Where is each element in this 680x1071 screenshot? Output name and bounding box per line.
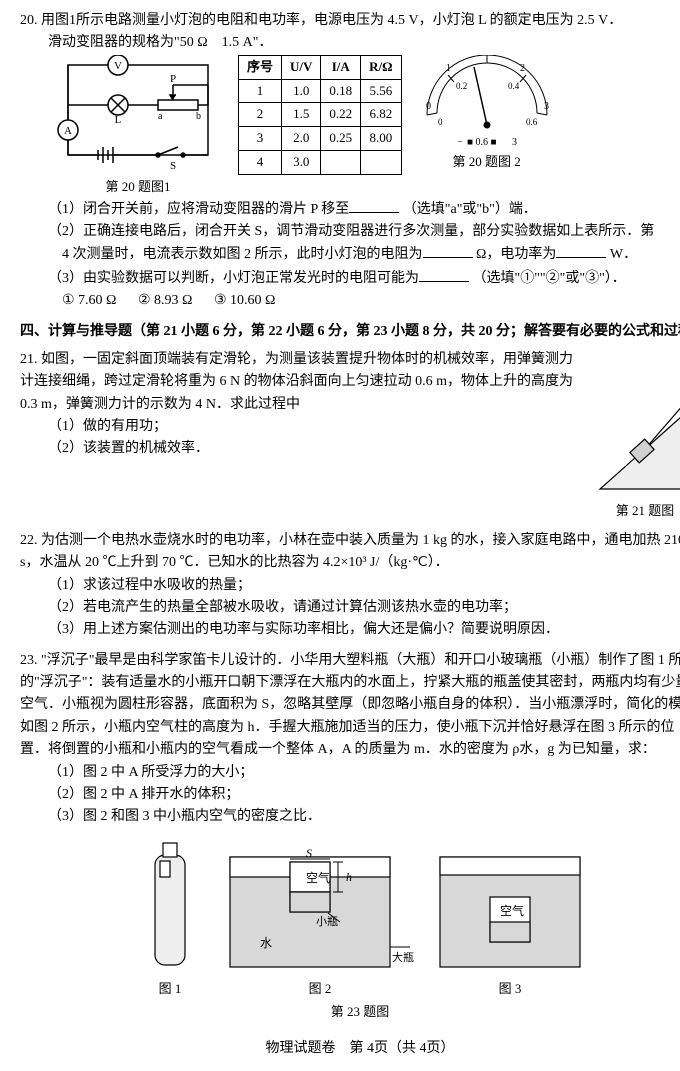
q20-sub2-line2: 4 次测量时，电流表示数如图 2 所示，此时小灯泡的电阻为 Ω，电功率为 W． [20,243,680,266]
q23-fig2: 空气 S h 小瓶 水 大瓶 图 2 [220,837,420,1000]
opt1: ① 7.60 Ω [62,293,116,308]
q21-s2: （2）该装置的机械效率． [20,438,680,460]
question-22: 22. 为估测一个电热水壶烧水时的电功率，小林在壶中装入质量为 1 kg 的水，… [20,530,680,642]
q20-fig1-caption: 第 20 题图1 [105,177,170,198]
svg-text:A: A [64,125,72,137]
page-footer: 物理试题卷 第 4页（共 4页） [20,1038,680,1060]
svg-text:S: S [170,160,176,172]
th: R/Ω [361,55,401,79]
svg-text:0.4: 0.4 [508,81,520,91]
q21-s1: （1）做的有用功； [20,416,680,438]
q22-s2: （2）若电流产生的热量全部被水吸收，请通过计算估测该热水壶的电功率； [20,597,680,619]
q23-s3: （3）图 2 和图 3 中小瓶内空气的密度之比． [20,806,680,828]
q20-text-a: 用图1所示电路测量小灯泡的电阻和电功率，电源电压为 4.5 V，小灯泡 L 的额… [41,13,622,28]
question-23: 23. "浮沉子"最早是由科学家笛卡儿设计的．小华用大塑料瓶（大瓶）和开口小玻璃… [20,650,680,1023]
q22-s1: （1）求该过程中水吸收的热量； [20,575,680,597]
q22-s3: （3）用上述方案估测出的电功率与实际功率相比，偏大还是偏小？简要说明原因． [20,619,680,641]
th: I/A [321,55,361,79]
svg-text:0: 0 [426,101,431,112]
q20-fig1-col: V A L P a b S 第 20 题图1 [48,55,228,198]
svg-text:■ 0.6 ■: ■ 0.6 ■ [467,137,497,148]
q22-number: 22. [20,533,38,548]
q23-number: 23. [20,653,38,668]
incline-diagram [590,349,680,499]
svg-text:0: 0 [438,117,443,127]
opt3: ③ 10.60 Ω [214,293,275,308]
q20-text-b: 滑动变阻器的规格为"50 Ω 1.5 A"． [20,32,680,54]
opt2: ② 8.93 Ω [138,293,192,308]
q23-fig3: 空气 图 3 [430,837,590,1000]
q21-figure: 第 21 题图 [590,349,680,522]
q23-c2: 图 2 [309,979,332,1000]
q23-c3: 图 3 [499,979,522,1000]
svg-text:2: 2 [520,63,525,74]
q20-sub1: （1）闭合开关前，应将滑动变阻器的滑片 P 移至 （选填"a"或"b"）端． [20,198,680,221]
q21-text: 如图，一固定斜面顶端装有定滑轮，为测量该装置提升物体时的机械效率，用弹簧测力计连… [20,352,573,412]
q20-figure-row: V A L P a b S 第 20 题图1 序号 U/V I/A R/Ω 11… [20,55,680,198]
q20-fig2-caption: 第 20 题图 2 [452,152,520,173]
svg-text:0.2: 0.2 [456,81,467,91]
q20-number: 20. [20,13,38,28]
th: U/V [282,55,321,79]
q23-s2: （2）图 2 中 A 排开水的体积； [20,784,680,806]
svg-text:L: L [115,114,122,126]
svg-text:−: − [457,137,463,148]
blank[interactable] [349,198,399,213]
svg-text:P: P [170,73,176,85]
svg-text:大瓶: 大瓶 [392,950,414,964]
th: 序号 [239,55,282,79]
svg-text:V: V [114,60,122,72]
q23-figures-row: 图 1 空气 S h 小瓶 [20,837,680,1000]
question-21: 第 21 题图 21. 如图，一固定斜面顶端装有定滑轮，为测量该装置提升物体时的… [20,349,680,522]
svg-text:小瓶: 小瓶 [316,914,338,928]
question-20: 20. 用图1所示电路测量小灯泡的电阻和电功率，电源电压为 4.5 V，小灯泡 … [20,10,680,313]
q21-caption: 第 21 题图 [616,501,675,522]
svg-text:h: h [346,870,352,884]
q23-c1: 图 1 [159,979,182,1000]
svg-text:0.6: 0.6 [526,117,538,127]
q23-caption: 第 23 题图 [20,1002,680,1023]
svg-text:空气: 空气 [306,870,330,885]
section-4-title: 四、计算与推导题（第 21 小题 6 分，第 22 小题 6 分，第 23 小题… [20,321,680,343]
svg-text:空气: 空气 [500,903,524,918]
q21-number: 21. [20,352,38,367]
q20-data-table: 序号 U/V I/A R/Ω 11.00.185.56 21.50.226.82… [238,55,402,175]
q20-sub3: （3）由实验数据可以判断，小灯泡正常发光时的电阻可能为 （选填"①""②"或"③… [20,267,680,290]
q20-fig2-col: 0 1 2 3 0 0.2 0.4 0.6 ■ 0.6 ■ 3 − 第 20 题… [412,55,562,173]
svg-text:水: 水 [260,936,272,950]
q20-table-col: 序号 U/V I/A R/Ω 11.00.185.56 21.50.226.82… [238,55,402,175]
circuit-diagram: V A L P a b S [48,55,228,175]
svg-text:a: a [158,111,163,122]
q20-sub2: （2）正确连接电路后，闭合开关 S，调节滑动变阻器进行多次测量，部分实验数据如上… [20,221,680,243]
svg-text:3: 3 [512,137,517,148]
svg-text:b: b [196,111,201,122]
blank[interactable] [423,243,473,258]
svg-text:S: S [306,846,312,860]
q20-options: ① 7.60 Ω ② 8.93 Ω ③ 10.60 Ω [20,290,680,312]
q23-text: "浮沉子"最早是由科学家笛卡儿设计的．小华用大塑料瓶（大瓶）和开口小玻璃瓶（小瓶… [20,653,680,758]
blank[interactable] [419,267,469,282]
blank[interactable] [556,243,606,258]
q22-text: 为估测一个电热水壶烧水时的电功率，小林在壶中装入质量为 1 kg 的水，接入家庭… [20,533,680,570]
q23-s1: （1）图 2 中 A 所受浮力的大小； [20,762,680,784]
ammeter-dial: 0 1 2 3 0 0.2 0.4 0.6 ■ 0.6 ■ 3 − [412,55,562,150]
svg-text:3: 3 [544,101,549,112]
svg-text:1: 1 [446,63,451,74]
q23-fig1: 图 1 [130,837,210,1000]
